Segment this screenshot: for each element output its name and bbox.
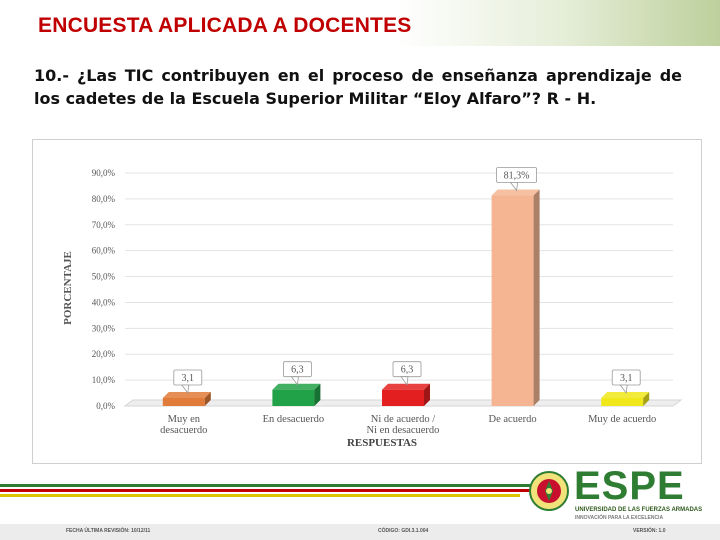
y-tick-label: 40,0%	[92, 297, 116, 307]
espe-emblem-icon	[529, 471, 569, 511]
yellow-stripe	[0, 494, 520, 497]
bar-top	[601, 391, 650, 398]
red-stripe	[0, 489, 540, 492]
data-label-text: 3,1	[182, 373, 195, 384]
bar	[162, 391, 211, 406]
bar-side	[643, 391, 650, 406]
bar	[601, 391, 650, 406]
y-tick-label: 0,0%	[96, 401, 115, 411]
data-label-pointer	[400, 376, 409, 386]
bar-chart: PORCENTAJE RESPUESTAS 0,0% 10,0% 20,0% 30,0…	[62, 167, 683, 449]
bar-front	[382, 389, 424, 406]
y-tick-label: 70,0%	[92, 220, 116, 230]
x-axis-label: RESPUESTAS	[347, 437, 417, 449]
bar-front	[272, 389, 315, 406]
data-label: 3,1	[611, 369, 641, 395]
chart-container: PORCENTAJE RESPUESTAS 0,0% 10,0% 20,0% 30,0…	[32, 139, 702, 464]
header-band	[0, 0, 720, 46]
y-tick-label: 20,0%	[92, 349, 116, 359]
y-axis-label: PORCENTAJE	[62, 251, 74, 325]
espe-logo-text: ESPE	[574, 464, 685, 508]
footer-stripes	[0, 484, 720, 540]
data-label: 3,1	[173, 369, 203, 395]
footer-version: VERSIÓN: 1.0	[633, 528, 666, 534]
data-label-text: 6,3	[291, 365, 304, 376]
bar-front	[601, 397, 644, 406]
data-label: 81,3%	[496, 167, 538, 192]
bar	[491, 189, 540, 406]
data-label-text: 6,3	[401, 365, 414, 376]
bar-front	[491, 195, 534, 406]
bar-side	[314, 383, 321, 406]
bar	[382, 383, 430, 406]
data-label: 6,3	[282, 361, 312, 386]
green-stripe	[0, 484, 560, 487]
data-label-text: 3,1	[620, 373, 633, 384]
x-tick-label: Ni en desacuerdo	[367, 425, 440, 436]
footer-revision: FECHA ÚLTIMA REVISIÓN: 10/12/11	[66, 528, 151, 534]
data-label: 6,3	[392, 361, 422, 386]
y-tick-label: 30,0%	[92, 323, 116, 333]
data-label-text: 81,3%	[504, 171, 530, 182]
footer-bar	[0, 524, 720, 540]
data-label-pointer	[509, 182, 519, 192]
x-tick-label: Muy en	[168, 414, 201, 425]
y-tick-label: 60,0%	[92, 246, 116, 256]
slide-title: ENCUESTA APLICADA A DOCENTES	[38, 14, 412, 37]
y-tick-label: 10,0%	[92, 375, 116, 385]
y-tick-label: 80,0%	[92, 194, 116, 204]
data-label-pointer	[290, 376, 299, 386]
bar	[272, 383, 321, 406]
x-tick-label: En desacuerdo	[263, 414, 325, 425]
x-tick-label: desacuerdo	[160, 425, 207, 436]
bar-side	[533, 189, 540, 406]
bar-top	[382, 383, 430, 390]
x-tick-label: Ni de acuerdo /	[371, 414, 436, 425]
y-tick-label: 90,0%	[92, 168, 116, 178]
bar-top	[272, 383, 321, 390]
x-tick-label: Muy de acuerdo	[588, 414, 656, 425]
y-tick-label: 50,0%	[92, 272, 116, 282]
bar-front	[162, 397, 205, 406]
logo-university-line: UNIVERSIDAD DE LAS FUERZAS ARMADAS	[575, 507, 703, 513]
bar-side	[204, 391, 211, 406]
footer-code: CÓDIGO: GDI.3.1.004	[378, 528, 429, 534]
bar-side	[424, 383, 430, 406]
logo-slogan-line: INNOVACIÓN PARA LA EXCELENCIA	[575, 515, 664, 521]
data-label-pointer	[181, 384, 190, 395]
bar-top	[491, 189, 540, 196]
data-label-pointer	[619, 384, 628, 395]
survey-question: 10.- ¿Las TIC contribuyen en el proceso …	[34, 66, 682, 108]
x-tick-label: De acuerdo	[489, 414, 537, 425]
bar-top	[162, 391, 211, 398]
